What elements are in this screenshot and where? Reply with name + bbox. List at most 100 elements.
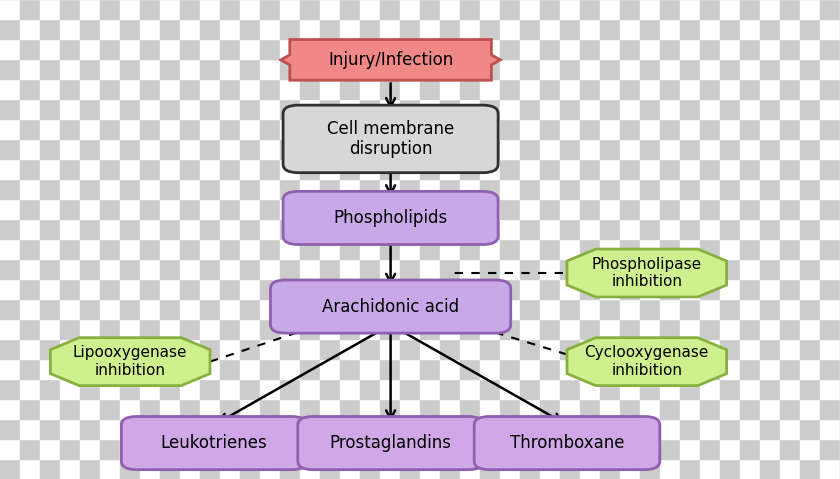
Bar [140, 39, 160, 59]
Bar [240, 359, 260, 379]
Bar [460, 119, 480, 139]
Bar [820, 19, 840, 39]
Bar [400, 179, 420, 199]
Bar [460, 79, 480, 99]
Bar [60, 179, 80, 199]
Bar [740, 299, 760, 319]
Bar [460, 319, 480, 339]
Bar [520, 19, 540, 39]
Bar [340, 139, 360, 159]
Bar [200, 179, 220, 199]
Bar [420, 339, 440, 359]
Bar [620, 19, 640, 39]
Bar [20, 39, 40, 59]
Bar [500, 319, 520, 339]
Bar [780, 279, 800, 299]
Bar [420, 319, 440, 339]
Bar [200, 459, 220, 479]
Bar [780, 459, 800, 479]
Bar [540, 59, 560, 79]
Bar [20, 419, 40, 439]
Bar [120, 19, 140, 39]
Bar [560, 79, 580, 99]
Bar [420, 159, 440, 179]
Bar [340, 339, 360, 359]
Bar [720, 119, 740, 139]
Bar [40, 19, 60, 39]
Bar [560, 279, 580, 299]
Bar [780, 359, 800, 379]
Bar [580, 159, 600, 179]
Bar [120, 39, 140, 59]
Bar [400, 19, 420, 39]
Bar [60, 459, 80, 479]
Bar [320, 359, 340, 379]
Bar [280, 99, 300, 119]
Bar [0, 359, 20, 379]
Bar [140, 359, 160, 379]
Bar [520, 139, 540, 159]
Bar [420, 19, 440, 39]
Bar [180, 339, 200, 359]
Bar [400, 159, 420, 179]
Bar [140, 259, 160, 279]
Bar [200, 139, 220, 159]
Bar [600, 459, 620, 479]
Bar [700, 259, 720, 279]
Bar [560, 399, 580, 419]
Bar [780, 199, 800, 219]
Bar [780, 299, 800, 319]
Bar [180, 0, 200, 19]
Bar [820, 259, 840, 279]
Bar [240, 319, 260, 339]
Bar [260, 359, 280, 379]
Bar [360, 259, 380, 279]
Bar [740, 119, 760, 139]
Bar [300, 299, 320, 319]
Bar [480, 399, 500, 419]
Bar [120, 419, 140, 439]
Bar [520, 59, 540, 79]
Text: Thromboxane: Thromboxane [510, 434, 624, 452]
Bar [40, 179, 60, 199]
Bar [440, 79, 460, 99]
Bar [540, 219, 560, 239]
Bar [40, 159, 60, 179]
Bar [600, 119, 620, 139]
Bar [440, 439, 460, 459]
Bar [540, 19, 560, 39]
Bar [580, 179, 600, 199]
Bar [140, 439, 160, 459]
Bar [820, 379, 840, 399]
Bar [620, 139, 640, 159]
Bar [320, 119, 340, 139]
Bar [420, 379, 440, 399]
Bar [220, 199, 240, 219]
Bar [40, 59, 60, 79]
Bar [580, 199, 600, 219]
Bar [680, 199, 700, 219]
Bar [400, 59, 420, 79]
Bar [180, 79, 200, 99]
Bar [20, 459, 40, 479]
Bar [600, 179, 620, 199]
Bar [380, 379, 400, 399]
Bar [780, 139, 800, 159]
Bar [620, 219, 640, 239]
Bar [780, 59, 800, 79]
Bar [620, 159, 640, 179]
Bar [420, 439, 440, 459]
Bar [420, 459, 440, 479]
Bar [220, 159, 240, 179]
Bar [20, 339, 40, 359]
Bar [740, 259, 760, 279]
Bar [80, 459, 100, 479]
Bar [380, 99, 400, 119]
Bar [280, 0, 300, 19]
Bar [720, 139, 740, 159]
Bar [260, 379, 280, 399]
Bar [700, 219, 720, 239]
Bar [780, 319, 800, 339]
Bar [680, 259, 700, 279]
Bar [400, 439, 420, 459]
